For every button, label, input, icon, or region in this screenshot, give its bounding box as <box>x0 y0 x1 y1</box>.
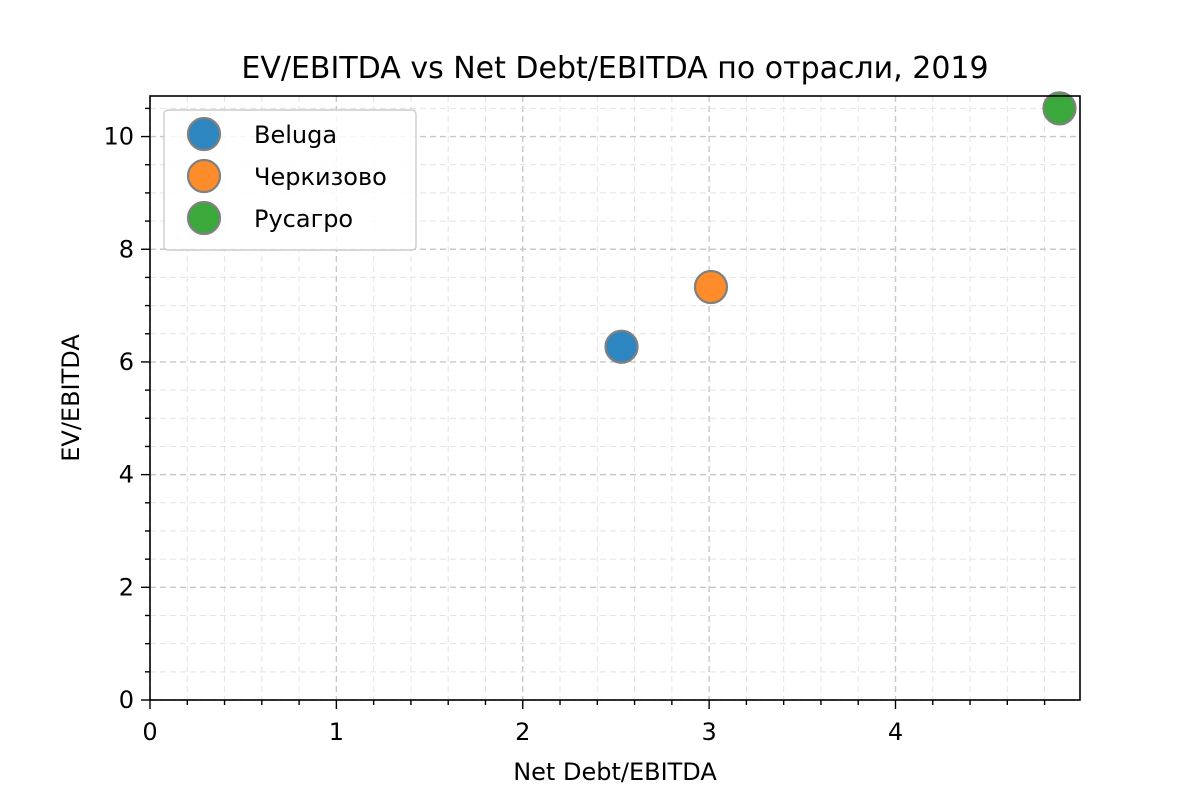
legend-label: Русагро <box>254 205 353 233</box>
data-points <box>604 91 1077 364</box>
y-tick-label: 8 <box>119 235 134 263</box>
data-point <box>604 329 639 364</box>
plot-frame <box>149 95 1081 701</box>
y-tick-label: 0 <box>119 686 134 714</box>
legend-label: Beluga <box>254 121 337 149</box>
y-tick-label: 10 <box>103 123 134 151</box>
x-tick-label: 1 <box>329 718 344 746</box>
x-axis-label: Net Debt/EBITDA <box>513 758 717 786</box>
legend-label: Черкизово <box>254 163 387 191</box>
axis-ticks: 0 1 2 3 4 0 2 4 6 8 10 <box>103 107 1046 746</box>
legend-marker <box>186 116 222 152</box>
legend: Beluga Черкизово Русагро <box>163 109 417 251</box>
x-tick-label: 3 <box>701 718 716 746</box>
legend-marker <box>186 158 222 194</box>
y-tick-label: 6 <box>119 348 134 376</box>
y-tick-label: 2 <box>119 573 134 601</box>
x-tick-label: 2 <box>515 718 530 746</box>
y-tick-label: 4 <box>119 461 134 489</box>
x-tick-label: 4 <box>888 718 903 746</box>
data-point <box>1042 91 1077 126</box>
x-tick-label: 0 <box>142 718 157 746</box>
data-point <box>693 269 729 305</box>
legend-marker <box>186 200 222 236</box>
y-axis-label: EV/EBITDA <box>57 334 85 462</box>
chart-title: EV/EBITDA vs Net Debt/EBITDA по отрасли,… <box>241 51 988 86</box>
legend-frame <box>163 109 417 251</box>
